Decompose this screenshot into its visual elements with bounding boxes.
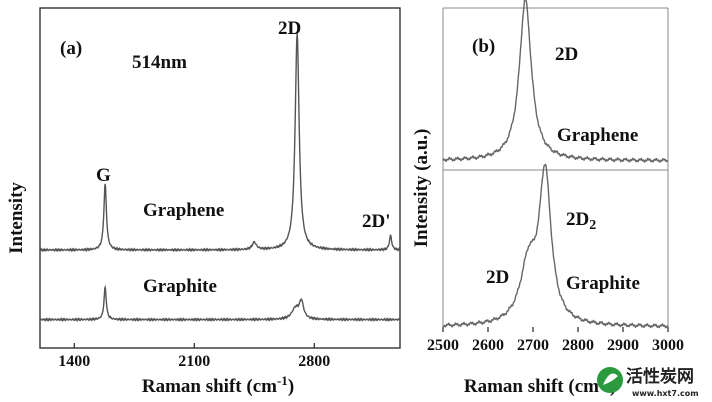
panel-b-xtick-label: 2800 (562, 337, 594, 354)
panel-a-anno-graphite: Graphite (143, 276, 217, 297)
panel-b-ylabel: Intensity (a.u.) (411, 129, 432, 248)
panel-b-series-graphene (442, 0, 669, 163)
watermark-text: 活性炭网 (626, 366, 694, 387)
panel-a-xlabel: Raman shift (cm-1) (142, 373, 294, 397)
panel-b-xlabel-main: Raman shift (cm (464, 376, 599, 397)
panel-b-anno-graphene: Graphene (557, 125, 638, 146)
panel-b-xtick-label: 3000 (652, 337, 684, 354)
panel-b-label: (b) (472, 36, 495, 57)
panel-a: 1400 2100 2800 (a) 514nm G 2D 2D' Graphene… (6, 7, 401, 397)
panel-b-xtick-label: 2900 (607, 337, 639, 354)
panel-a-xtick-label: 2800 (298, 353, 330, 370)
panel-a-xlabel-sup: -1 (277, 373, 288, 388)
panel-b-anno-2d2: 2D2 (566, 209, 596, 233)
panel-b-anno-2d2-sub: 2 (589, 218, 596, 233)
watermark-url: www.hxt7.com (632, 389, 699, 398)
panel-a-frame (39, 7, 401, 349)
panel-b-xlabel: Raman shift (cm-1) (464, 373, 616, 397)
panel-b-anno-2d-top: 2D (555, 44, 578, 65)
panel-b-series-graphite (442, 163, 669, 329)
watermark: 活性炭网 www.hxt7.com (597, 366, 699, 398)
panel-b-xtick-label: 2500 (427, 337, 459, 354)
panel-b-anno-graphite: Graphite (566, 273, 640, 294)
panel-b-anno-2d1: 2D (486, 267, 509, 288)
panel-a-xtick-label: 1400 (58, 353, 90, 370)
panel-b-xtick-label: 2600 (472, 337, 504, 354)
panel-a-label: (a) (60, 38, 82, 59)
watermark-leaf-icon (603, 373, 618, 385)
panel-a-anno-2d-prime: 2D' (362, 211, 391, 232)
panel-a-xtick-label: 2100 (178, 353, 210, 370)
panel-a-series-graphite (39, 284, 401, 323)
panel-a-anno-g: G (96, 165, 111, 186)
panel-a-xlabel-end: ) (288, 376, 294, 397)
panel-a-series-graphene (39, 33, 401, 253)
panel-a-anno-2d: 2D (278, 18, 301, 39)
panel-a-ylabel: Intensity (6, 182, 27, 254)
panel-a-anno-graphene: Graphene (143, 200, 224, 221)
panel-a-xlabel-main: Raman shift (cm (142, 376, 277, 397)
panel-b-xtick-label: 2700 (517, 337, 549, 354)
panel-b-anno-2d2-main: 2D (566, 209, 589, 230)
panel-b: 2500 2600 2700 2800 2900 3000 (b) 2D Graphene… (411, 0, 684, 397)
panel-a-wavelength: 514nm (132, 52, 187, 73)
